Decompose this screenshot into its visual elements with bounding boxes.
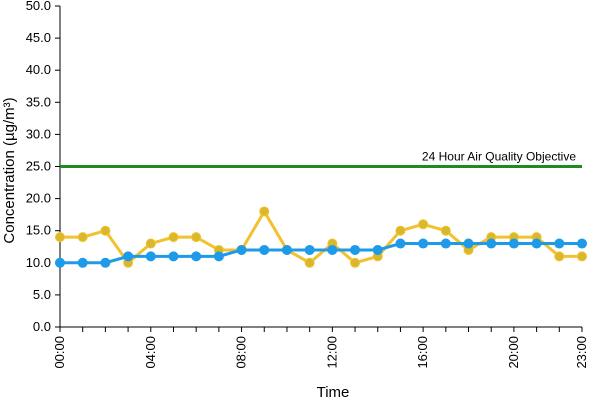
y-tick-label: 30.0 <box>26 126 51 141</box>
data-point <box>463 238 474 249</box>
x-axis-title: Time <box>317 384 350 400</box>
y-tick-label: 25.0 <box>26 159 51 174</box>
data-point <box>304 257 315 268</box>
y-tick-label: 20.0 <box>26 191 51 206</box>
y-tick-label: 10.0 <box>26 255 51 270</box>
data-point <box>168 232 179 243</box>
data-point <box>440 238 451 249</box>
data-point <box>259 206 270 217</box>
data-point <box>418 219 429 230</box>
y-tick-label: 50.0 <box>26 0 51 13</box>
data-point <box>123 251 134 262</box>
y-tick-label: 35.0 <box>26 94 51 109</box>
data-point <box>168 251 179 262</box>
data-point <box>55 257 65 268</box>
data-point <box>304 244 315 255</box>
x-axis-ticks: 00:00 04:00 08:00 12:00 16:00 20:00 23:00 <box>52 327 589 369</box>
data-point <box>531 238 542 249</box>
series-1 <box>55 206 587 268</box>
y-tick-label: 5.0 <box>33 287 51 302</box>
data-point <box>372 244 383 255</box>
data-point <box>100 257 111 268</box>
data-point <box>55 232 65 243</box>
series-2 <box>55 238 587 268</box>
data-point <box>145 238 156 249</box>
x-tick-label: 23:00 <box>574 336 589 369</box>
data-point <box>440 225 451 236</box>
data-point <box>191 232 202 243</box>
data-point <box>281 244 292 255</box>
data-point <box>191 251 202 262</box>
data-point <box>508 238 519 249</box>
reference-line-label: 24 Hour Air Quality Objective <box>422 150 576 164</box>
data-point <box>77 257 88 268</box>
data-point <box>577 251 587 262</box>
x-tick-label: 12:00 <box>324 336 339 369</box>
y-axis-title: Concentration (µg/m³) <box>1 97 18 243</box>
x-tick-label: 20:00 <box>506 336 521 369</box>
data-point <box>418 238 429 249</box>
data-point <box>77 232 88 243</box>
y-axis-ticks: 0.0 5.0 10.0 15.0 20.0 25.0 30.0 35.0 40.0 45.0 50… <box>26 0 60 334</box>
data-point <box>350 257 361 268</box>
y-tick-label: 45.0 <box>26 30 51 45</box>
y-tick-label: 15.0 <box>26 223 51 238</box>
y-tick-label: 0.0 <box>33 319 51 334</box>
data-point <box>395 238 406 249</box>
data-point <box>350 244 361 255</box>
x-tick-label: 04:00 <box>143 336 158 369</box>
data-point <box>395 225 406 236</box>
data-point <box>554 238 565 249</box>
data-point <box>577 238 587 249</box>
x-tick-label: 08:00 <box>234 336 249 369</box>
x-tick-label: 16:00 <box>415 336 430 369</box>
y-tick-label: 40.0 <box>26 62 51 77</box>
data-point <box>100 225 111 236</box>
plot-area <box>59 6 582 328</box>
data-point <box>327 244 338 255</box>
data-point <box>236 244 247 255</box>
data-point <box>145 251 156 262</box>
x-tick-label: 00:00 <box>52 336 67 369</box>
data-point <box>554 251 565 262</box>
series-layer <box>55 206 587 268</box>
data-point <box>486 238 497 249</box>
data-point <box>213 251 224 262</box>
data-point <box>259 244 270 255</box>
